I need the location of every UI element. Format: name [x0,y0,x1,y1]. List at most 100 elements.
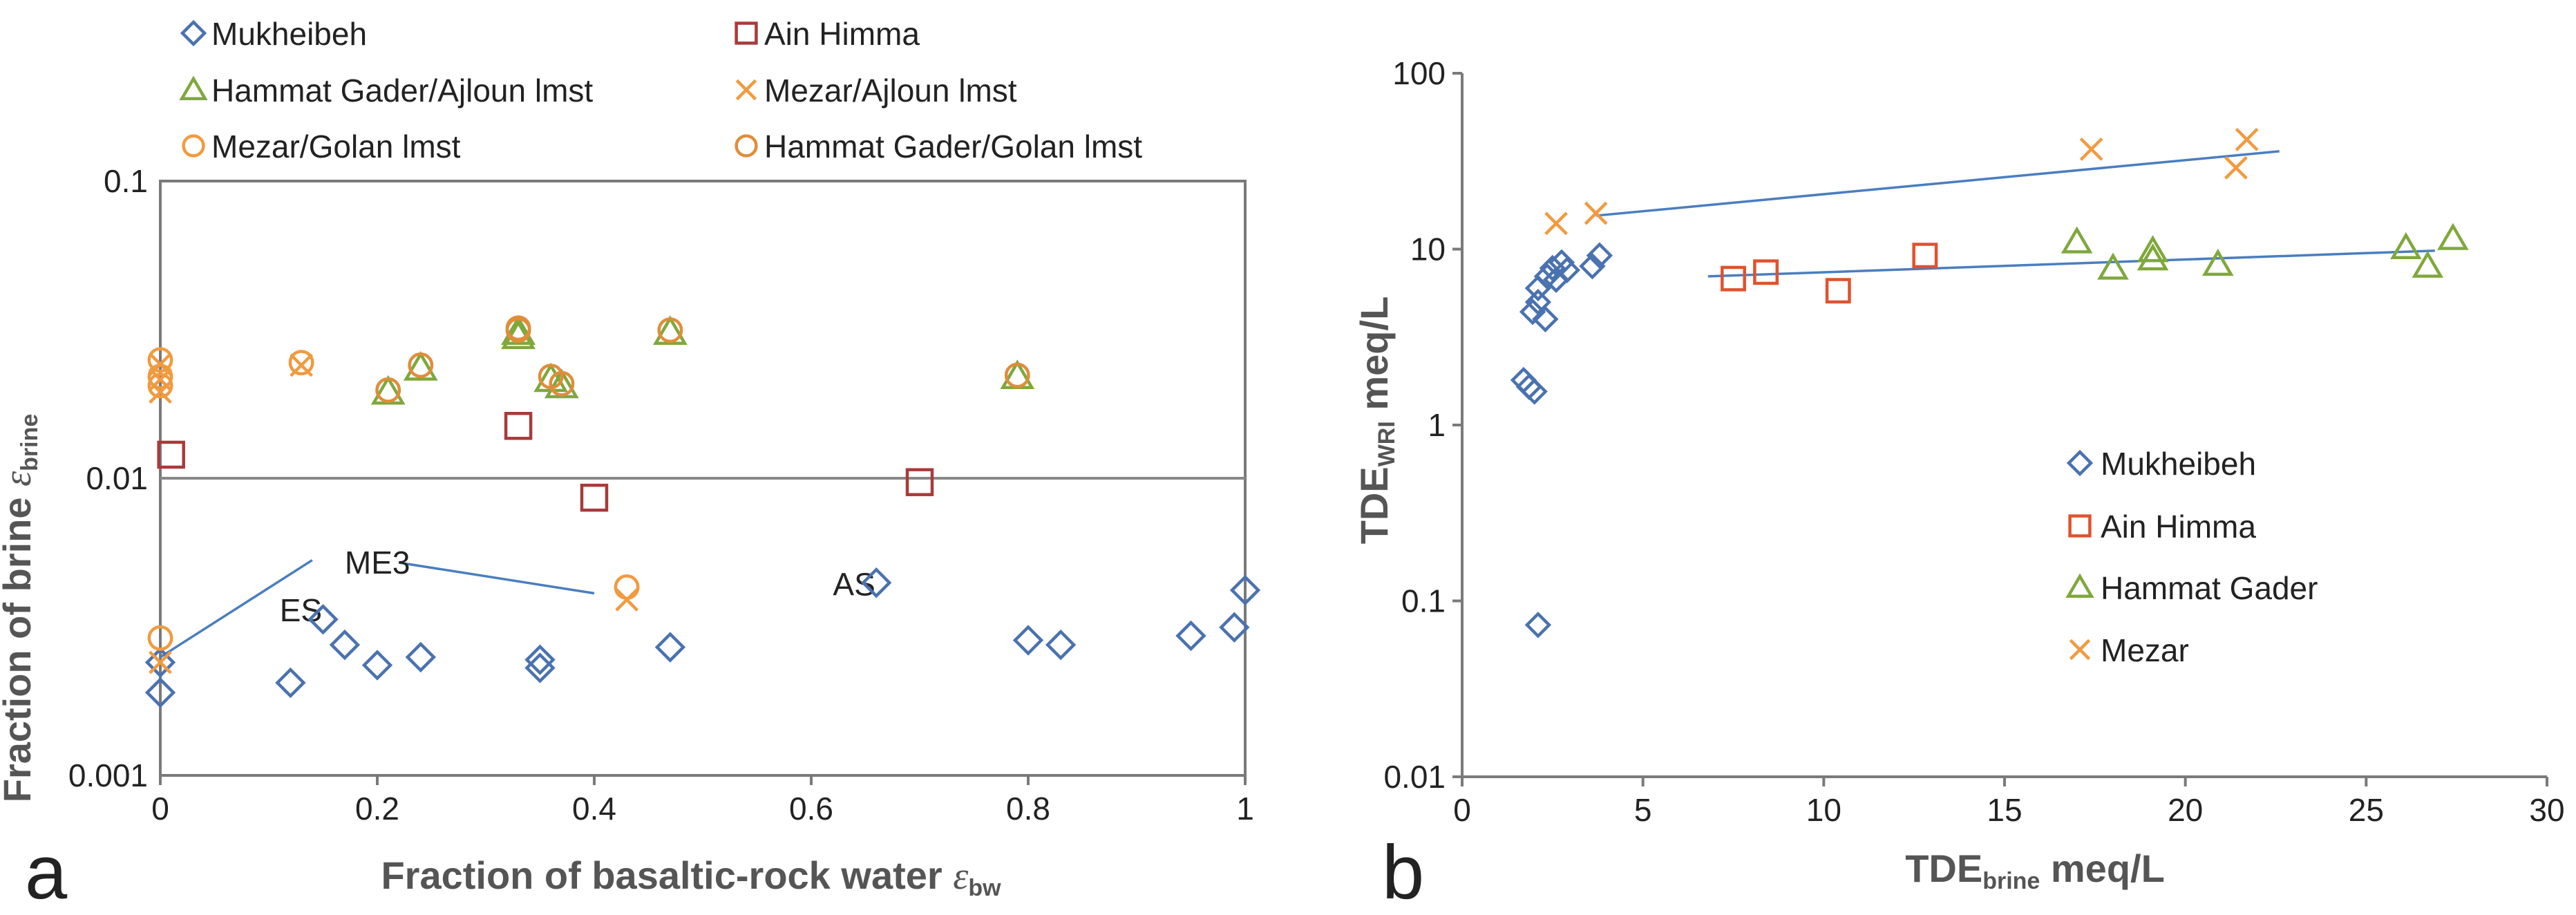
x-tick-label: 0 [151,791,169,827]
data-point [405,641,436,673]
data-point [403,350,438,381]
legend-item: Mukheibeh [2066,446,2256,482]
y-tick-label: 0.01 [86,460,148,496]
data-point [144,677,176,708]
data-point [652,315,688,345]
x-tick-label: 0.4 [572,791,616,827]
legend-item: Mezar/Golan lmst [182,129,461,164]
data-point [144,647,176,678]
data-point [580,483,609,512]
data-point [1579,252,1606,280]
annotation-me3: ME3 [345,545,410,581]
legend-item: Hammat Gader/Golan lmst [735,129,1142,164]
series-hammat-gader [2061,223,2469,280]
data-point [1584,201,1608,225]
annotation-as: AS [833,566,875,602]
legend-item: Hammat Gader/Ajloun lmst [179,73,593,109]
data-point [408,352,434,378]
legend-item: Mukheibeh [180,16,367,52]
legend-item: Mezar/Ajloun lmst [735,73,1017,109]
data-point [147,347,173,373]
panel-a-chart: 0 0.2 0.4 0.6 0.8 1 0.001 0.01 0.1 ME3 ES AS Mukhe… [0,16,1261,915]
data-point [1553,256,1580,284]
legend-label: Mezar [2101,632,2189,668]
data-point [2437,223,2469,250]
panel-b-letter: b [1382,830,1424,915]
data-point [1753,259,1779,285]
legend-label: Hammat Gader [2101,570,2318,606]
y-tick-label: 0.1 [1401,583,1446,619]
data-point [1219,612,1250,643]
panel-b-y-axis-label: TDEWRI meq/L [1352,296,1400,545]
data-point [1004,362,1030,388]
x-tick-label: 5 [1634,792,1652,828]
legend-marker [735,21,758,45]
annotation-leader-line [160,559,313,659]
data-point [361,650,393,681]
data-point [657,317,683,343]
y-tick-label: 0.1 [104,163,148,199]
series-ain-himma [1721,243,1938,304]
series-hammat-gader-ajloun-lmst [370,315,1035,405]
legend-marker [2066,449,2094,477]
data-point [549,370,575,397]
data-point [2079,138,2103,161]
panel-a-x-axis-label: Fraction of basaltic-rock water εbw [381,853,1001,901]
data-point [1012,625,1044,656]
y-tick-label: 0.001 [68,757,148,793]
data-point [1175,620,1206,652]
data-point [275,667,306,699]
data-point [2097,252,2129,280]
data-point [505,317,531,343]
data-point [2137,243,2169,271]
data-point [1045,629,1077,661]
series-mezar [1544,127,2259,236]
x-tick-label: 0.8 [1006,791,1050,827]
data-point [307,604,339,635]
data-point [2390,232,2422,259]
legend-label: Mukheibeh [2101,446,2256,482]
series-mukheibeh [1510,242,1613,639]
legend-marker [180,19,207,47]
data-point [2224,155,2248,180]
y-tick-label: 0.01 [1383,759,1446,795]
y-tick-label: 10 [1410,232,1446,267]
y-tick-label: 1 [1428,407,1446,443]
x-tick-label: 0.2 [355,791,399,827]
legend-item: Mezar [2069,632,2189,668]
panel-b-chart: 0 5 10 15 20 25 30 0.01 0.1 1 10 100 Mukheibeh Ain H… [1352,55,2565,915]
data-point [1548,249,1575,276]
data-point [905,468,934,496]
data-point [375,377,401,403]
data-point [157,440,185,469]
data-point [329,629,361,661]
legend-item: Hammat Gader [2065,570,2318,606]
data-point [2412,250,2444,278]
data-point [1524,612,1552,639]
data-point [614,574,640,601]
legend-marker [182,134,205,158]
data-point [2061,226,2093,254]
data-point [149,650,172,675]
legend-marker [735,134,758,158]
series-hammat-gader-golan-lmst [375,315,1030,403]
x-tick-label: 15 [1987,792,2022,828]
data-point [1586,242,1613,269]
legend-label: Mezar/Ajloun lmst [764,73,1017,109]
data-point [370,375,406,405]
y-tick-label: 100 [1392,55,1446,91]
data-point [1721,265,1746,292]
x-tick-label: 25 [2349,792,2384,828]
legend-label: Ain Himma [764,16,920,52]
panel-b-x-axis-label: TDEbrine meq/L [1905,847,2165,894]
panel-a-y-axis-label: Fraction of brine εbrine [0,414,43,803]
annotation-leader-line [399,561,595,595]
series-ain-himma [157,412,934,512]
legend-marker [2065,573,2094,598]
data-point [1229,574,1261,606]
data-point [654,632,686,663]
legend-item: Ain Himma [735,16,920,52]
legend-label: Hammat Gader/Golan lmst [764,129,1142,164]
series-mezar-golan-lmst [147,347,640,651]
